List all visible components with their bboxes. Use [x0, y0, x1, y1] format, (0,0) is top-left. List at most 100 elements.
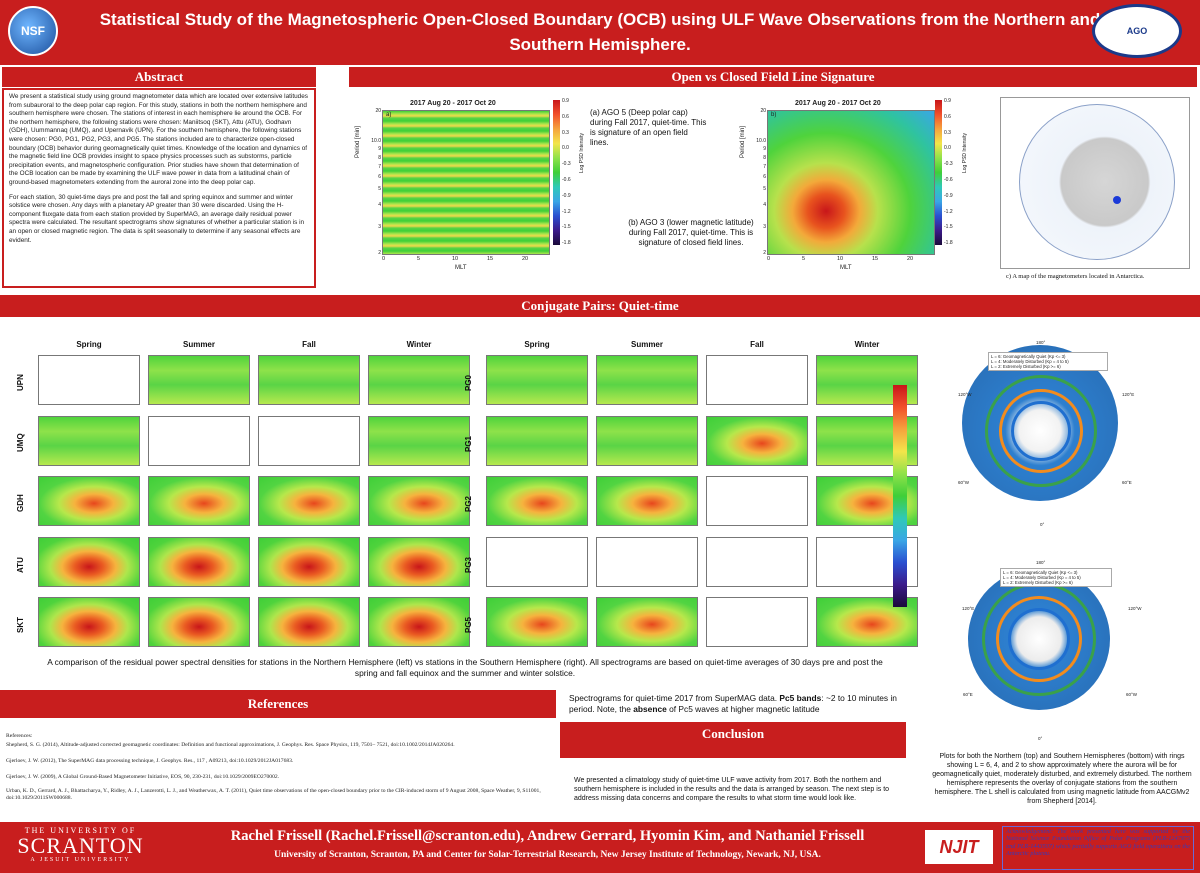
colorbar-tick-label: 0.9 — [944, 98, 951, 104]
colorbar-tick-label: -1.5 — [944, 224, 953, 231]
south-legend-l2: L = 2: Extremely Disturbed (Kp >= 6) — [1003, 580, 1073, 585]
spectrogram-upn-winter — [368, 355, 470, 405]
y-tick-label: 4 — [378, 202, 381, 208]
north-map-60w-label: 60°W — [958, 480, 970, 485]
scranton-logo: THE UNIVERSITY OF SCRANTON A JESUIT UNIV… — [8, 826, 153, 863]
maps-caption: Plots for both the Northern (top) and So… — [932, 753, 1192, 805]
colorbar-tick-label: -0.3 — [562, 161, 571, 168]
spectrogram-skt-spring — [38, 597, 140, 647]
x-tick-label: 10 — [452, 256, 459, 262]
north-polar-map — [962, 345, 1118, 501]
abstract-paragraph-2: For each station, 30 quiet-time days pre… — [9, 193, 305, 244]
plot-a-ylabel: Period [min] — [355, 125, 361, 158]
spectrogram-pg5-spring — [486, 597, 588, 647]
south-map-legend: L = 6: Geomagnetically Quiet (Kp <= 3) L… — [1000, 568, 1112, 587]
y-tick-label: 6 — [763, 174, 766, 180]
colorbar-tick-label: -1.5 — [562, 224, 571, 231]
colorbar-tick-label: -0.9 — [562, 192, 571, 199]
spectrogram-atu-spring — [38, 536, 140, 587]
north-map-legend: L = 6: Geomagnetically Quiet (Kp <= 3) L… — [988, 352, 1108, 371]
pc5-note-mid: : ~2 to 10 minutes in period. Note, the — [569, 693, 897, 714]
colorbar-tick-label: -0.3 — [944, 161, 953, 168]
south-map-60e-label: 60°E — [963, 692, 973, 697]
conjugate-heading: Conjugate Pairs: Quiet-time — [521, 298, 679, 313]
pc5-note-prefix: Spectrograms for quiet-time 2017 from Su… — [569, 693, 780, 703]
south-map-0-label: 0° — [1038, 736, 1043, 741]
y-tick-label: 5 — [763, 186, 766, 192]
y-tick-label: 20 — [760, 108, 766, 114]
header-banner: NSF Statistical Study of the Magnetosphe… — [0, 0, 1200, 65]
north-map-180-label: 180° — [1036, 340, 1046, 345]
ago-logo-icon: AGO — [1092, 4, 1182, 58]
station-label-pg2: PG2 — [464, 495, 473, 512]
conclusion-banner: Conclusion — [560, 722, 906, 758]
north-map-120w-label: 120°W — [958, 392, 972, 397]
spectrogram-atu-fall — [258, 536, 360, 587]
pc5-note-suffix: of Pc5 waves at higher magnetic latitude — [666, 704, 820, 714]
x-tick-label: 20 — [907, 256, 914, 262]
nsf-logo-icon: NSF — [8, 6, 58, 56]
plot-b-cbar-label: Log PSD Intensity — [962, 132, 968, 173]
spectrogram-atu-summer — [148, 536, 250, 587]
spectrogram-gdh-fall — [258, 476, 360, 526]
spectrogram-skt-summer — [148, 597, 250, 647]
spectrogram-b: 2017 Aug 20 - 2017 Oct 20 b) Period [min… — [740, 98, 970, 278]
spectrogram-upn-fall — [258, 355, 360, 405]
map-caption: c) A map of the magnetometers located in… — [1006, 273, 1145, 280]
station-label-pg5: PG5 — [464, 616, 473, 633]
y-tick-label: 2 — [378, 250, 381, 256]
plot-b-ylabel: Period [min] — [740, 125, 746, 158]
note-a: (a) AGO 5 (Deep polar cap) during Fall 2… — [590, 108, 707, 147]
spectrogram-a: 2017 Aug 20 - 2017 Oct 20 a) Period [min… — [355, 98, 585, 278]
colorbar-tick-label: 0.6 — [944, 113, 951, 120]
colorbar-tick-label: -1.8 — [944, 240, 953, 247]
note-b: (b) AGO 3 (lower magnetic latitude) duri… — [628, 218, 754, 247]
spectrogram-pg5-fall — [706, 597, 808, 647]
ring-l6-north — [1011, 401, 1071, 461]
references-heading: References — [247, 696, 309, 711]
reference-4: Urban, K. D., Gerrard, A. J., Bhattachar… — [6, 788, 541, 801]
y-tick-label: 2 — [763, 250, 766, 256]
spectrogram-pg0-spring — [486, 355, 588, 405]
season-header-fall: Fall — [750, 340, 764, 349]
spectrogram-umq-fall — [258, 415, 360, 466]
south-polar-map — [968, 568, 1110, 710]
spectrogram-umq-winter — [368, 415, 470, 466]
plot-b-xlabel: MLT — [840, 265, 852, 271]
station-label-pg3: PG3 — [464, 556, 473, 573]
pc5-note: Spectrograms for quiet-time 2017 from Su… — [569, 693, 899, 715]
y-tick-label: 10.0 — [756, 138, 766, 144]
spectrogram-pg1-fall — [706, 415, 808, 466]
scranton-line-2: SCRANTON — [17, 833, 144, 858]
y-tick-label: 6 — [378, 174, 381, 180]
colorbar-tick-label: 0.3 — [562, 129, 569, 136]
y-tick-label: 3 — [763, 224, 766, 230]
plot-b-title: 2017 Aug 20 - 2017 Oct 20 — [795, 100, 881, 107]
conclusion-heading: Conclusion — [701, 726, 765, 741]
spectrogram-gdh-summer — [148, 476, 250, 526]
spectrogram-upn-summer — [148, 355, 250, 405]
spectrogram-pg2-spring — [486, 476, 588, 526]
south-pole-marker-icon — [1113, 196, 1121, 204]
colorbar-tick-label: 0.6 — [562, 113, 569, 120]
plot-a-title: 2017 Aug 20 - 2017 Oct 20 — [410, 100, 496, 107]
station-label-gdh: GDH — [16, 494, 25, 512]
station-label-pg0: PG0 — [464, 374, 473, 391]
plot-a-colorbar — [553, 100, 560, 245]
y-tick-label: 3 — [378, 224, 381, 230]
season-header-summer: Summer — [182, 340, 215, 349]
colorbar-tick-label: -0.6 — [562, 177, 571, 183]
plot-a-xlabel: MLT — [455, 265, 467, 271]
spectrogram-pg0-summer — [596, 355, 698, 405]
season-header-summer: Summer — [630, 340, 663, 349]
authors-line: Rachel Frissell (Rachel.Frissell@scranto… — [230, 828, 865, 844]
colorbar-tick-label: -1.2 — [562, 208, 571, 215]
affiliations-line: University of Scranton, Scranton, PA and… — [274, 850, 821, 860]
colorbar-tick-label: 0.0 — [562, 145, 569, 152]
plot-b-image — [767, 110, 935, 255]
station-label-pg1: PG1 — [464, 435, 473, 452]
plot-b-colorbar — [935, 100, 942, 245]
plot-a-cbar-label: Log PSD Intensity — [579, 132, 585, 173]
station-label-skt: SKT — [16, 617, 25, 633]
ring-l4-north — [999, 389, 1083, 473]
